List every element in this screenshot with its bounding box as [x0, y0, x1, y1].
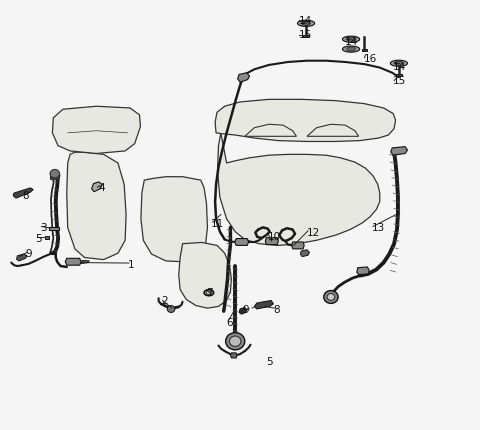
Polygon shape	[238, 74, 250, 83]
Circle shape	[324, 291, 338, 304]
Polygon shape	[265, 238, 278, 245]
Polygon shape	[235, 239, 249, 246]
Polygon shape	[303, 36, 309, 38]
Polygon shape	[395, 62, 403, 66]
Polygon shape	[390, 61, 408, 67]
Text: 11: 11	[211, 218, 225, 229]
Polygon shape	[302, 22, 311, 26]
Polygon shape	[50, 175, 60, 180]
Polygon shape	[52, 107, 141, 154]
Polygon shape	[245, 125, 297, 137]
Polygon shape	[254, 301, 274, 309]
Text: 9: 9	[242, 304, 249, 314]
Polygon shape	[292, 243, 304, 249]
Polygon shape	[67, 153, 126, 260]
Text: 12: 12	[307, 227, 320, 237]
Polygon shape	[141, 177, 207, 262]
Polygon shape	[357, 267, 369, 275]
Text: 10: 10	[268, 231, 281, 241]
Polygon shape	[215, 100, 396, 142]
Circle shape	[327, 294, 335, 301]
Polygon shape	[342, 37, 360, 43]
Polygon shape	[342, 47, 360, 53]
Polygon shape	[347, 48, 355, 52]
Polygon shape	[396, 74, 402, 77]
Text: 5: 5	[266, 356, 273, 366]
Circle shape	[50, 170, 60, 178]
Text: 9: 9	[25, 249, 32, 258]
Text: 13: 13	[372, 223, 385, 233]
Text: 2: 2	[161, 296, 168, 306]
Text: 5: 5	[36, 233, 42, 243]
Text: 14: 14	[299, 16, 312, 26]
Text: 4: 4	[99, 182, 106, 192]
Text: 16: 16	[363, 54, 377, 64]
Text: 8: 8	[274, 304, 280, 314]
Polygon shape	[391, 147, 408, 156]
Text: 14: 14	[393, 62, 407, 72]
Text: 3: 3	[40, 223, 47, 233]
Polygon shape	[347, 38, 355, 42]
Polygon shape	[92, 182, 102, 192]
Circle shape	[226, 333, 245, 350]
Polygon shape	[217, 134, 380, 246]
Text: 15: 15	[299, 30, 312, 40]
Polygon shape	[361, 50, 367, 52]
Text: 1: 1	[128, 259, 134, 269]
Polygon shape	[239, 307, 247, 314]
Polygon shape	[13, 188, 33, 199]
Polygon shape	[65, 259, 81, 266]
Polygon shape	[300, 250, 310, 257]
Polygon shape	[179, 243, 231, 308]
Polygon shape	[230, 353, 237, 358]
Text: 15: 15	[393, 76, 407, 86]
Circle shape	[229, 336, 241, 347]
Polygon shape	[307, 125, 359, 137]
Text: 6: 6	[227, 317, 233, 327]
Polygon shape	[16, 255, 27, 261]
Text: 7: 7	[206, 287, 213, 297]
Text: 8: 8	[22, 191, 29, 201]
Polygon shape	[298, 21, 315, 28]
Circle shape	[167, 306, 175, 313]
Polygon shape	[45, 237, 48, 239]
Text: 14: 14	[345, 37, 359, 46]
Polygon shape	[81, 261, 89, 264]
Polygon shape	[48, 227, 59, 230]
